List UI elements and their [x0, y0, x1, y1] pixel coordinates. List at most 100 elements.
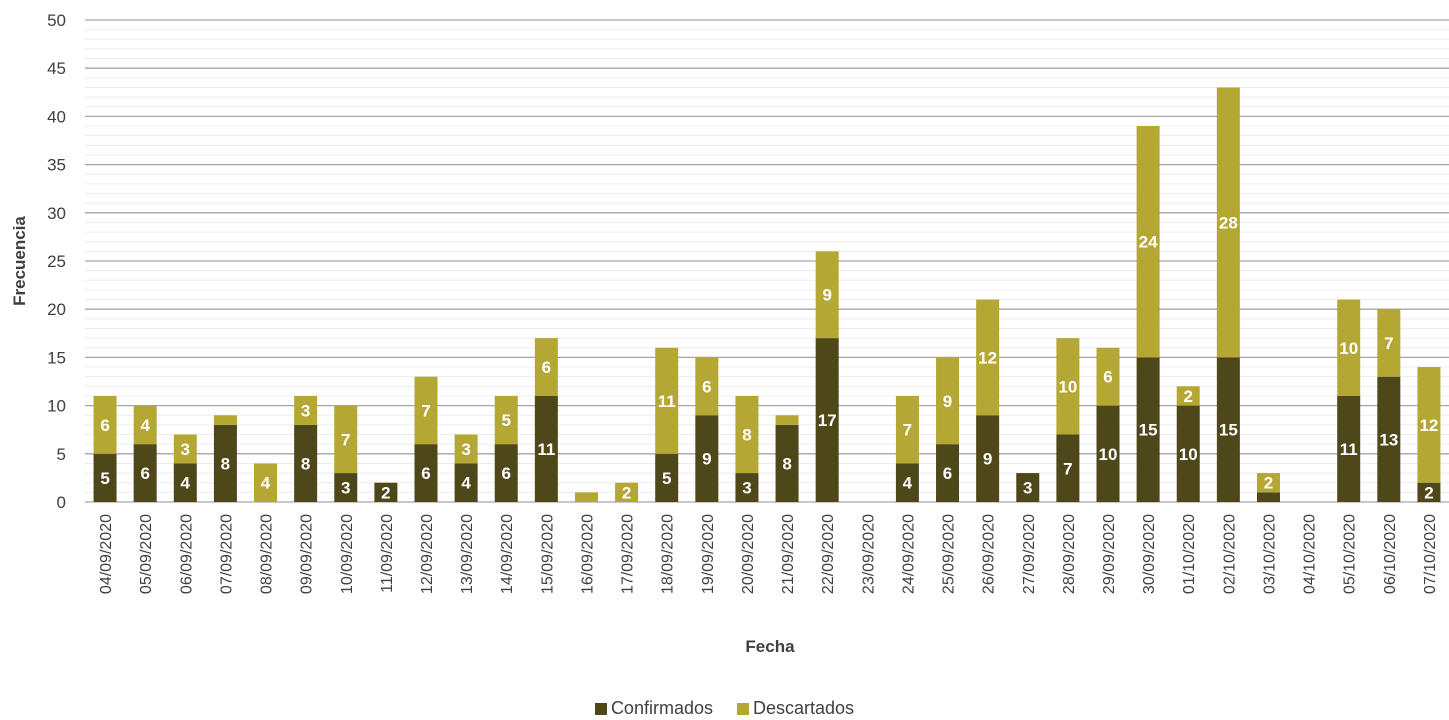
data-label-descartados: 28 [1219, 213, 1238, 232]
y-tick-label: 15 [47, 348, 66, 367]
x-tick-label: 05/10/2020 [1342, 514, 1359, 594]
bar-descartados [1256, 473, 1280, 493]
bar-confirmados [936, 444, 960, 502]
data-labels: 5 6 6 4 4 3 8 4 8 3 3 7 2 6 7 4 3 6 5 11 6 2 5 11 9 6 3 8 8 17 9 4 7 6 9 9 1… [100, 213, 1438, 502]
bar-descartados [414, 376, 438, 445]
data-label-confirmados: 4 [461, 474, 471, 493]
bar-descartados [213, 415, 237, 425]
bar-confirmados [374, 482, 398, 502]
x-tick-label: 02/10/2020 [1221, 514, 1238, 594]
bar-confirmados [1216, 357, 1240, 502]
bar-confirmados [494, 444, 518, 502]
data-label-descartados: 6 [702, 377, 711, 396]
y-tick-label: 10 [47, 397, 66, 416]
x-tick-label: 07/09/2020 [218, 514, 235, 594]
x-tick-label: 01/10/2020 [1181, 514, 1198, 594]
legend: Confirmados Descartados [0, 698, 1449, 719]
data-label-confirmados: 8 [301, 454, 310, 473]
data-label-descartados: 12 [1419, 416, 1438, 435]
data-label-confirmados: 6 [943, 464, 952, 483]
bar-descartados [815, 251, 839, 339]
bar-confirmados [1136, 357, 1160, 502]
x-tick-label: 24/09/2020 [900, 514, 917, 594]
x-tick-label: 17/09/2020 [620, 514, 637, 594]
bar-descartados [1216, 87, 1240, 358]
bar-confirmados [534, 395, 558, 502]
bar-confirmados [1176, 405, 1200, 502]
legend-item-confirmados: Confirmados [594, 698, 713, 719]
bar-descartados [695, 357, 719, 416]
y-tick-label: 45 [47, 59, 66, 78]
bar-descartados [294, 395, 318, 425]
x-tick-label: 21/09/2020 [780, 514, 797, 594]
x-tick-label: 05/09/2020 [138, 514, 155, 594]
x-axis-title: Fecha [745, 637, 795, 656]
bar-descartados [494, 395, 518, 445]
x-tick-label: 28/09/2020 [1061, 514, 1078, 594]
data-label-descartados: 9 [822, 286, 831, 305]
data-label-descartados: 24 [1139, 233, 1158, 252]
data-label-confirmados: 7 [1063, 459, 1072, 478]
x-tick-label: 19/09/2020 [700, 514, 717, 594]
x-tick-label: 11/09/2020 [379, 514, 396, 593]
x-tick-label: 06/10/2020 [1382, 514, 1399, 594]
x-tick-label: 30/09/2020 [1141, 514, 1158, 594]
data-label-confirmados: 3 [341, 479, 350, 498]
x-tick-label: 04/10/2020 [1302, 514, 1319, 594]
bar-descartados [895, 395, 919, 464]
x-tick-label: 10/09/2020 [339, 514, 356, 594]
data-label-descartados: 11 [658, 392, 676, 411]
legend-label-confirmados: Confirmados [610, 698, 713, 718]
x-tick-label: 04/09/2020 [98, 514, 115, 594]
data-label-confirmados: 5 [100, 469, 109, 488]
bar-confirmados [976, 415, 1000, 502]
bar-descartados [1136, 126, 1160, 358]
bar-confirmados [1256, 492, 1280, 502]
legend-item-descartados: Descartados [736, 698, 854, 719]
bars [93, 87, 1441, 502]
y-axis-ticks: 0 5 10 15 20 25 30 35 40 45 50 [47, 11, 66, 512]
y-tick-label: 5 [57, 445, 66, 464]
data-label-confirmados: 6 [140, 464, 149, 483]
bar-confirmados [1056, 434, 1080, 502]
x-axis-ticks: 04/09/2020 05/09/2020 06/09/2020 07/09/2020… [98, 514, 1439, 594]
x-tick-label: 23/09/2020 [860, 514, 877, 594]
legend-swatch-confirmados [594, 702, 607, 715]
bar-confirmados [655, 453, 679, 502]
y-axis-title: Frecuencia [10, 216, 29, 306]
data-label-confirmados: 6 [502, 464, 511, 483]
data-label-confirmados: 6 [421, 464, 430, 483]
bar-descartados [735, 395, 759, 474]
bar-descartados [1096, 347, 1120, 406]
y-tick-label: 0 [57, 493, 66, 512]
data-label-descartados: 7 [341, 430, 350, 449]
bar-descartados [936, 357, 960, 445]
data-label-descartados: 12 [978, 348, 997, 367]
x-tick-label: 13/09/2020 [459, 514, 476, 594]
bar-confirmados [735, 473, 759, 502]
data-label-descartados: 2 [622, 483, 631, 502]
x-tick-label: 09/09/2020 [299, 514, 316, 594]
x-tick-label: 07/10/2020 [1422, 514, 1439, 594]
data-label-descartados: 10 [1339, 339, 1358, 358]
bar-descartados [534, 338, 558, 396]
data-label-descartados: 7 [1384, 334, 1393, 353]
data-label-confirmados: 17 [818, 411, 837, 430]
data-label-descartados: 8 [742, 426, 751, 445]
bar-descartados [334, 405, 358, 474]
data-label-confirmados: 3 [742, 479, 751, 498]
bar-confirmados [1377, 376, 1401, 502]
bar-descartados [1417, 367, 1441, 483]
bar-descartados [775, 415, 799, 425]
y-tick-label: 40 [47, 107, 66, 126]
bar-confirmados [173, 463, 197, 502]
data-label-confirmados: 10 [1099, 445, 1118, 464]
data-label-confirmados: 15 [1219, 421, 1238, 440]
data-label-confirmados: 2 [1424, 483, 1433, 502]
data-label-descartados: 4 [261, 474, 271, 493]
x-tick-label: 25/09/2020 [941, 514, 958, 594]
bar-descartados [254, 463, 278, 502]
bar-confirmados [1016, 473, 1040, 502]
x-tick-label: 14/09/2020 [499, 514, 516, 594]
bar-descartados [133, 405, 157, 445]
